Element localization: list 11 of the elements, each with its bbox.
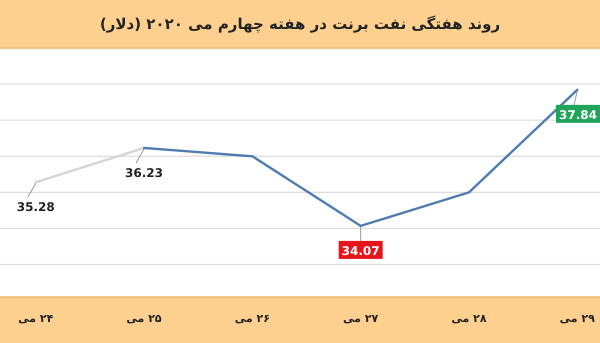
data-label: 36.23 [125, 166, 164, 180]
data-label: 37.84 [559, 108, 597, 122]
x-tick: ۲۸ می [451, 312, 487, 325]
x-tick: ۲۵ می [126, 312, 162, 325]
data-label: 34.07 [342, 244, 380, 258]
x-tick: ۲۷ می [343, 312, 378, 325]
title: روند هفتگی نفت برنت در هفته چهارم می ۲۰۲۰ (دلار) [100, 15, 500, 33]
x-tick: ۲۶ می [234, 312, 270, 325]
x-tick: ۲۹ می [560, 312, 595, 325]
x-tick: ۲۴ می [18, 312, 54, 325]
data-label: 35.28 [16, 200, 55, 214]
